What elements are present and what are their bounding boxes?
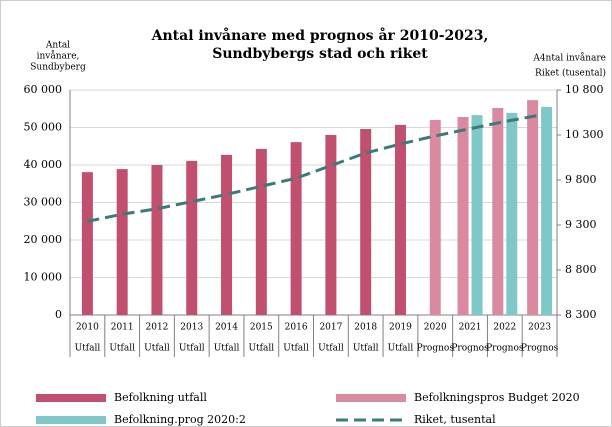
chart-title: Antal invånare med prognos år 2010-2023, [151,26,489,44]
x-tick-label: 2023 [528,323,551,333]
x-sub-label: Utfall [318,344,344,354]
y2-tick-label: 8 800 [565,263,597,276]
x-tick-label: 2015 [250,323,273,333]
bar [471,115,483,315]
y-tick-label: 10 000 [24,271,63,284]
y2-axis-label: Riket (tusental) [535,68,606,79]
x-tick-label: 2022 [493,323,516,333]
x-sub-label: Utfall [353,344,379,354]
y2-axis-label: A4ntal invånare [532,52,606,64]
legend-swatch [36,394,106,402]
x-tick-label: 2017 [319,323,342,333]
x-tick-label: 2019 [389,323,412,333]
x-tick-label: 2014 [215,323,238,333]
bar [255,148,267,315]
x-sub-label: Utfall [283,344,309,354]
bar [116,169,128,315]
bar [290,142,302,315]
x-tick-label: 2021 [459,323,482,333]
x-tick-label: 2016 [285,323,308,333]
x-sub-label: Utfall [214,344,240,354]
y-axis-label: Sundbyberg [30,63,86,73]
x-sub-label: Prognos [521,344,559,354]
x-sub-label: Utfall [75,344,101,354]
bar [506,112,518,315]
legend-label: Befolkning.prog 2020:2 [114,413,246,426]
x-tick-label: 2012 [146,323,169,333]
bar [151,165,163,315]
bar [541,106,553,315]
bar [394,124,406,315]
legend-label: Riket, tusental [414,413,496,426]
x-tick-label: 2011 [111,323,134,333]
x-sub-label: Utfall [248,344,274,354]
x-sub-label: Utfall [109,344,135,354]
legend-swatch [336,394,406,402]
x-sub-label: Prognos [486,344,524,354]
x-sub-label: Utfall [388,344,414,354]
bar [186,160,198,315]
y-axis-label: Antal [45,41,70,51]
x-tick-label: 2020 [424,323,447,333]
x-tick-label: 2013 [180,323,203,333]
legend-label: Befolkning utfall [114,391,207,404]
y-tick-label: 60 000 [24,83,63,96]
y2-tick-label: 8 300 [565,308,597,321]
y-tick-label: 40 000 [24,158,63,171]
y-tick-label: 0 [55,308,62,321]
legend-swatch [36,416,106,424]
x-sub-label: Utfall [179,344,205,354]
y2-tick-label: 10 800 [565,83,604,96]
y2-tick-label: 9 300 [565,218,597,231]
x-tick-label: 2010 [76,323,99,333]
x-tick-label: 2018 [354,323,377,333]
chart-title: Sundbybergs stad och riket [212,46,428,62]
y2-tick-label: 9 800 [565,173,597,186]
bar [492,108,504,315]
line [87,113,540,223]
bar [325,135,337,315]
legend-label: Befolkningspros Budget 2020 [414,391,580,404]
y-tick-label: 50 000 [24,121,63,134]
x-sub-label: Utfall [144,344,170,354]
bar [360,129,372,315]
bar [429,120,441,315]
y-axis-label: invånare, [37,50,80,62]
bar [457,117,469,315]
y-tick-label: 20 000 [24,233,63,246]
x-sub-label: Prognos [417,344,455,354]
y-tick-label: 30 000 [24,196,63,209]
x-sub-label: Prognos [451,344,489,354]
bar [81,172,93,315]
bar [221,154,233,315]
bar [527,100,539,315]
y2-tick-label: 10 300 [565,128,604,141]
